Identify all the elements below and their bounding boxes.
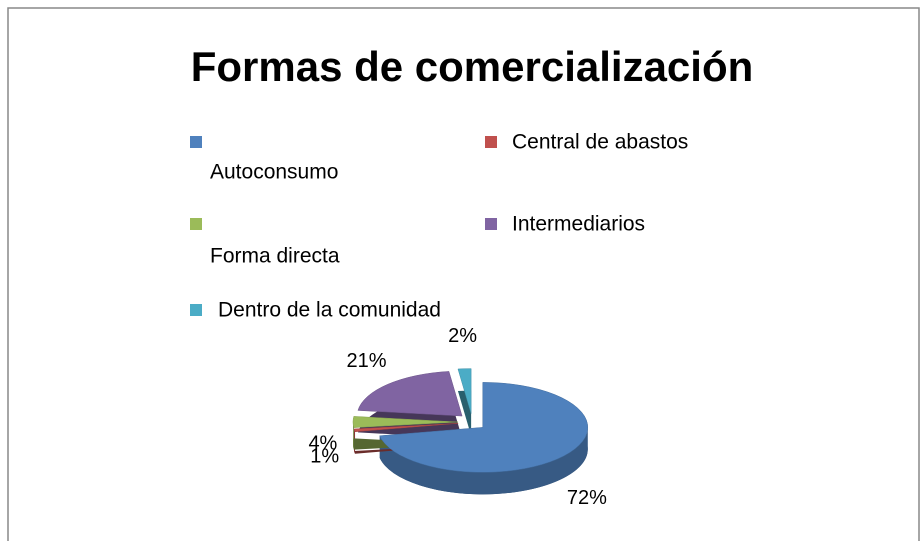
slice — [352, 416, 459, 428]
legend-swatch — [190, 136, 202, 148]
slice-side — [379, 427, 588, 495]
data-label: 72% — [567, 487, 607, 509]
slice — [353, 423, 459, 433]
legend-swatch — [190, 218, 202, 230]
legend-label: Forma directa — [210, 245, 340, 268]
data-label: 2% — [448, 325, 477, 347]
legend-swatch — [485, 218, 497, 230]
data-label: 4% — [308, 432, 337, 454]
legend-swatch — [190, 304, 202, 316]
slice — [357, 371, 463, 417]
legend-label: Central de abastos — [512, 131, 688, 154]
slice-side — [353, 422, 354, 450]
data-label: 1% — [310, 446, 339, 468]
slice — [379, 382, 588, 473]
legend-swatch — [485, 136, 497, 148]
legend-label: Dentro de la comunidad — [218, 299, 441, 322]
legend-label: Autoconsumo — [210, 161, 338, 184]
chart-title: Formas de comercialización — [191, 43, 754, 90]
slice — [457, 368, 472, 414]
data-label: 21% — [347, 350, 387, 372]
legend-label: Intermediarios — [512, 213, 645, 236]
